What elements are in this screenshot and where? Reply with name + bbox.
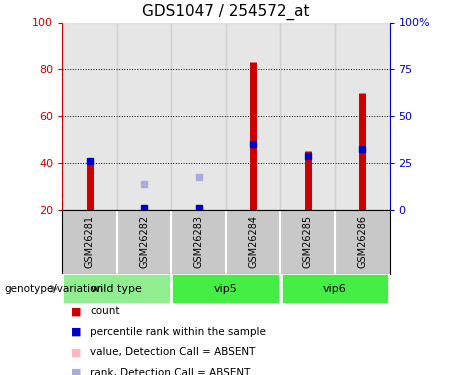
Text: vip6: vip6 — [323, 284, 347, 294]
Text: GSM26284: GSM26284 — [248, 215, 258, 268]
Bar — [62, 22, 117, 210]
Bar — [335, 22, 390, 210]
Text: GSM26285: GSM26285 — [303, 215, 313, 268]
Text: GSM26286: GSM26286 — [357, 215, 367, 268]
Text: ■: ■ — [71, 306, 82, 316]
Text: percentile rank within the sample: percentile rank within the sample — [90, 327, 266, 337]
Text: rank, Detection Call = ABSENT: rank, Detection Call = ABSENT — [90, 368, 250, 375]
Bar — [63, 274, 170, 303]
Bar — [282, 274, 389, 303]
Text: vip5: vip5 — [214, 284, 238, 294]
Text: GSM26282: GSM26282 — [139, 215, 149, 268]
Bar — [226, 22, 280, 210]
Bar — [280, 22, 335, 210]
Bar — [172, 274, 279, 303]
Text: value, Detection Call = ABSENT: value, Detection Call = ABSENT — [90, 348, 255, 357]
Bar — [171, 22, 226, 210]
Text: genotype/variation: genotype/variation — [5, 284, 104, 294]
Bar — [117, 22, 171, 210]
Text: ■: ■ — [71, 327, 82, 337]
Text: wild type: wild type — [91, 284, 142, 294]
Title: GDS1047 / 254572_at: GDS1047 / 254572_at — [142, 3, 310, 20]
Text: GSM26283: GSM26283 — [194, 215, 204, 268]
Text: count: count — [90, 306, 119, 316]
Text: ■: ■ — [71, 348, 82, 357]
Text: ■: ■ — [71, 368, 82, 375]
Text: GSM26281: GSM26281 — [84, 215, 95, 268]
